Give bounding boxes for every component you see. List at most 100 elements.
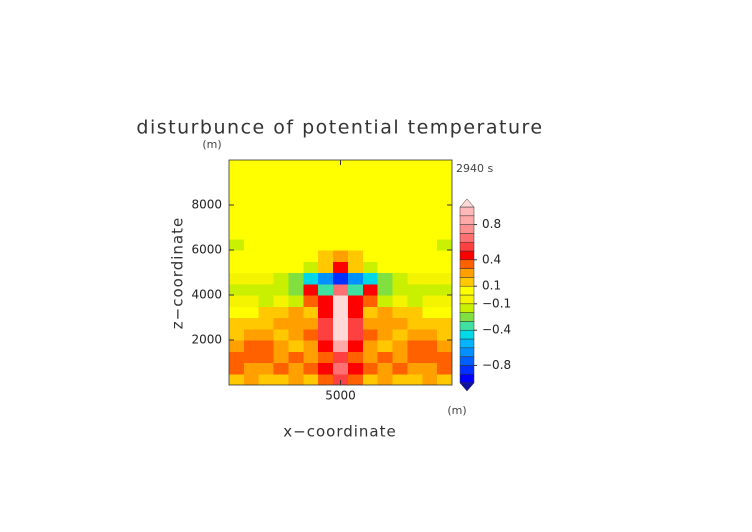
contour-cell bbox=[303, 250, 319, 262]
contour-cell bbox=[303, 317, 319, 330]
contour-cell bbox=[273, 373, 290, 385]
contour-cell bbox=[392, 205, 408, 217]
colorbar-bin bbox=[459, 329, 475, 340]
contour-cell bbox=[347, 373, 364, 385]
contour-cell bbox=[318, 171, 334, 184]
colorbar-bin bbox=[459, 285, 475, 296]
contour-cell bbox=[273, 227, 290, 240]
contour-cell bbox=[273, 317, 290, 330]
contour-cell bbox=[229, 351, 245, 364]
contour-cell bbox=[392, 306, 408, 319]
contour-cell bbox=[318, 205, 334, 217]
contour-cell bbox=[229, 283, 245, 296]
contour-cell bbox=[303, 160, 319, 172]
colorbar-bin bbox=[459, 365, 475, 375]
chart-title: disturbunce of potential temperature bbox=[136, 117, 543, 139]
contour-cell bbox=[407, 362, 423, 375]
contour-cell bbox=[288, 295, 304, 307]
contour-cell bbox=[318, 261, 334, 274]
contour-cell bbox=[347, 340, 364, 352]
contour-cell bbox=[303, 238, 319, 251]
contour-cell bbox=[407, 227, 423, 240]
x-tick-label: 5000 bbox=[325, 389, 356, 403]
contour-cell bbox=[377, 160, 394, 172]
contour-cell bbox=[288, 193, 304, 206]
contour-cell bbox=[407, 373, 423, 385]
colorbar-tick-label: 0.1 bbox=[482, 279, 501, 293]
contour-cell bbox=[303, 328, 319, 341]
contour-cell bbox=[392, 340, 408, 352]
contour-cell bbox=[303, 351, 319, 364]
contour-cell bbox=[288, 182, 304, 195]
contour-cell bbox=[437, 340, 452, 352]
contour-cell bbox=[437, 261, 452, 274]
colorbar-bin bbox=[459, 277, 475, 287]
contour-cell bbox=[422, 306, 438, 319]
contour-cell bbox=[273, 306, 290, 319]
contour-cell bbox=[258, 171, 275, 184]
contour-cell bbox=[377, 238, 394, 251]
contour-cell bbox=[303, 182, 319, 195]
contour-cell bbox=[288, 373, 304, 385]
colorbar-bin bbox=[459, 250, 475, 261]
contour-cell bbox=[347, 227, 364, 240]
contour-cell bbox=[333, 317, 349, 330]
contour-cell bbox=[377, 182, 394, 195]
contour-cell bbox=[422, 250, 438, 262]
contour-cell bbox=[243, 295, 260, 307]
contour-cell bbox=[422, 328, 438, 341]
contour-cell bbox=[347, 216, 364, 229]
contour-cell bbox=[243, 160, 260, 172]
contour-cell bbox=[318, 216, 334, 229]
contour-cell bbox=[288, 317, 304, 330]
contour-cell bbox=[318, 182, 334, 195]
contour-cell bbox=[273, 160, 290, 172]
contour-cell bbox=[258, 351, 275, 364]
contour-cell bbox=[243, 250, 260, 262]
contour-cell bbox=[407, 351, 423, 364]
colorbar-bin bbox=[459, 233, 475, 243]
contour-cell bbox=[422, 171, 438, 184]
contour-cell bbox=[407, 205, 423, 217]
contour-cell bbox=[437, 283, 452, 296]
contour-cell bbox=[273, 261, 290, 274]
colorbar-bin bbox=[459, 268, 475, 278]
contour-cell bbox=[258, 261, 275, 274]
contour-cell bbox=[347, 205, 364, 217]
contour-cell bbox=[243, 340, 260, 352]
contour-cell bbox=[422, 216, 438, 229]
contour-cell bbox=[273, 272, 290, 285]
contour-cell bbox=[243, 351, 260, 364]
contour-cell bbox=[362, 340, 379, 352]
y-tick-label: 2000 bbox=[191, 333, 222, 347]
contour-cell bbox=[437, 373, 452, 385]
contour-cell bbox=[422, 283, 438, 296]
contour-cell bbox=[333, 351, 349, 364]
contour-cell bbox=[273, 205, 290, 217]
contour-cell bbox=[273, 171, 290, 184]
contour-cell bbox=[333, 182, 349, 195]
contour-cell bbox=[392, 351, 408, 364]
contour-cell bbox=[288, 250, 304, 262]
contour-cell bbox=[392, 283, 408, 296]
contour-cell bbox=[422, 317, 438, 330]
contour-cell bbox=[318, 250, 334, 262]
contour-cell bbox=[243, 306, 260, 319]
contour-cell bbox=[392, 182, 408, 195]
contour-cell bbox=[318, 160, 334, 172]
contour-cell bbox=[273, 283, 290, 296]
contour-cell bbox=[318, 295, 334, 307]
contour-cell bbox=[362, 362, 379, 375]
contour-cell bbox=[273, 362, 290, 375]
colorbar-bin bbox=[459, 241, 475, 252]
contour-cell bbox=[258, 238, 275, 251]
colorbar-bin bbox=[459, 356, 475, 366]
contour-cell bbox=[407, 295, 423, 307]
contour-cell bbox=[377, 373, 394, 385]
contour-cell bbox=[362, 261, 379, 274]
contour-cell bbox=[288, 272, 304, 285]
contour-cell bbox=[229, 373, 245, 385]
contour-cell bbox=[377, 283, 394, 296]
contour-cell bbox=[273, 328, 290, 341]
contour-cell bbox=[347, 238, 364, 251]
